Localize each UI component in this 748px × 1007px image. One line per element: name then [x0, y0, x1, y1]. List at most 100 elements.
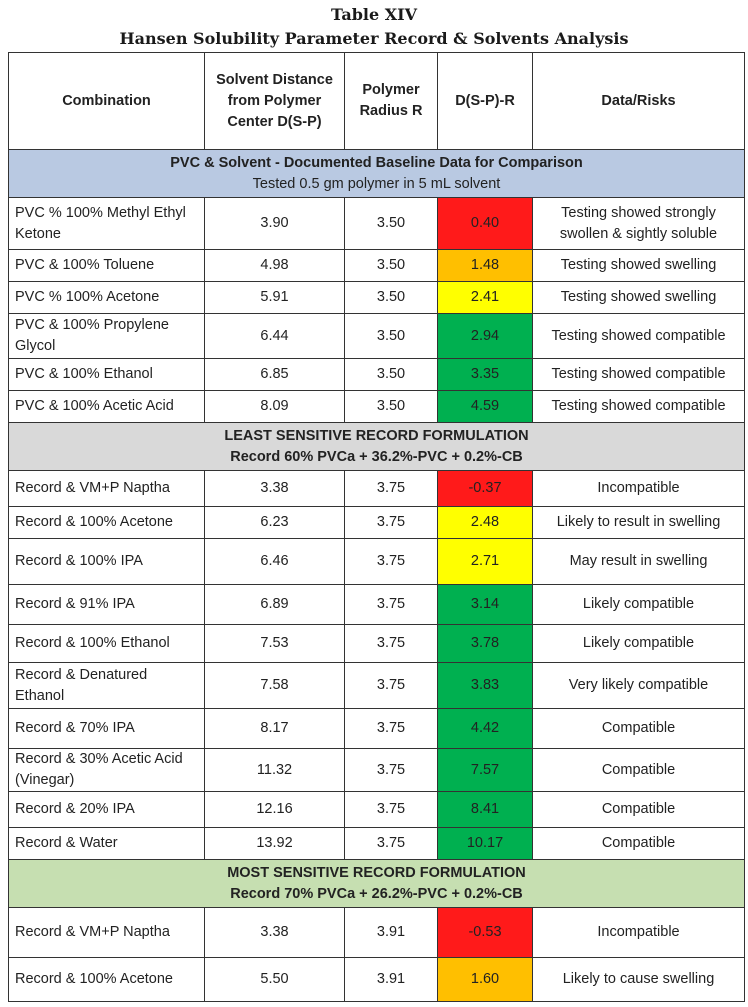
- cell-radius: 3.75: [344, 624, 438, 663]
- cell-risk: Testing showed compatible: [532, 390, 745, 423]
- table-row: Record & 100% IPA 6.46 3.75 2.71 May result …: [8, 538, 745, 585]
- table-row: Record & Denatured Ethanol 7.58 3.75 3.83 Ve…: [8, 662, 745, 709]
- cell-diff: 7.57: [437, 748, 533, 792]
- cell-distance: 12.16: [204, 791, 345, 828]
- table-row: PVC & 100% Propylene Glycol 6.44 3.50 2.94 T…: [8, 313, 745, 359]
- cell-diff: 4.42: [437, 708, 533, 749]
- cell-risk: Likely to result in swelling: [532, 506, 745, 539]
- section-title: PVC & Solvent - Documented Baseline Data…: [170, 154, 583, 171]
- section-header-least-sensitive: LEAST SENSITIVE RECORD FORMULATION Recor…: [8, 422, 745, 471]
- cell-distance: 7.53: [204, 624, 345, 663]
- cell-risk: Testing showed strongly swollen & sightl…: [532, 197, 745, 250]
- cell-combination: Record & 100% Acetone: [8, 957, 205, 1002]
- cell-radius: 3.50: [344, 390, 438, 423]
- header-radius: Polymer Radius R: [344, 52, 438, 150]
- cell-risk: Likely compatible: [532, 624, 745, 663]
- cell-distance: 5.50: [204, 957, 345, 1002]
- table-row: Record & VM+P Naptha 3.38 3.75 -0.37 Incompa…: [8, 470, 745, 507]
- cell-combination: PVC & 100% Acetic Acid: [8, 390, 205, 423]
- table-row: PVC & 100% Ethanol 6.85 3.50 3.35 Testing sh…: [8, 358, 745, 391]
- cell-combination: Record & 100% Acetone: [8, 506, 205, 539]
- cell-combination: PVC % 100% Acetone: [8, 281, 205, 314]
- cell-diff: 2.41: [437, 281, 533, 314]
- table-row: Record & 30% Acetic Acid (Vinegar) 11.32 3…: [8, 748, 745, 792]
- section-note: Tested 0.5 gm polymer in 5 mL solvent: [252, 175, 501, 192]
- cell-risk: Testing showed swelling: [532, 249, 745, 282]
- cell-risk: Very likely compatible: [532, 662, 745, 709]
- table-row: Record & 20% IPA 12.16 3.75 8.41 Compatible: [8, 791, 745, 828]
- cell-diff: 10.17: [437, 827, 533, 860]
- cell-diff: 8.41: [437, 791, 533, 828]
- cell-diff: 0.40: [437, 197, 533, 250]
- cell-risk: Compatible: [532, 708, 745, 749]
- cell-combination: Record & 91% IPA: [8, 584, 205, 625]
- cell-diff: -0.37: [437, 470, 533, 507]
- cell-risk: May result in swelling: [532, 538, 745, 585]
- cell-radius: 3.75: [344, 506, 438, 539]
- cell-risk: Incompatible: [532, 907, 745, 958]
- cell-distance: 3.90: [204, 197, 345, 250]
- cell-distance: 3.38: [204, 470, 345, 507]
- cell-radius: 3.75: [344, 708, 438, 749]
- cell-radius: 3.50: [344, 313, 438, 359]
- section-note: Record 60% PVCa + 36.2%-PVC + 0.2%-CB: [230, 448, 523, 465]
- cell-diff: 1.48: [437, 249, 533, 282]
- section-rows-most-sensitive: Record & VM+P Naptha 3.38 3.91 -0.53 Incompa…: [8, 907, 745, 1002]
- table-row: Record & 91% IPA 6.89 3.75 3.14 Likely compa…: [8, 584, 745, 625]
- table-row: PVC & 100% Acetic Acid 8.09 3.50 4.59 Testin…: [8, 390, 745, 423]
- cell-distance: 4.98: [204, 249, 345, 282]
- table-row: PVC & 100% Toluene 4.98 3.50 1.48 Testing sh…: [8, 249, 745, 282]
- cell-distance: 11.32: [204, 748, 345, 792]
- cell-radius: 3.50: [344, 358, 438, 391]
- cell-combination: Record & 20% IPA: [8, 791, 205, 828]
- table-row: Record & 100% Acetone 6.23 3.75 2.48 Likely …: [8, 506, 745, 539]
- table-title: Table XIV: [330, 5, 418, 24]
- cell-diff: 2.71: [437, 538, 533, 585]
- cell-diff: 3.83: [437, 662, 533, 709]
- header-risks: Data/Risks: [532, 52, 745, 150]
- cell-radius: 3.75: [344, 584, 438, 625]
- cell-combination: PVC & 100% Propylene Glycol: [8, 313, 205, 359]
- section-title: MOST SENSITIVE RECORD FORMULATION: [227, 864, 526, 881]
- section-rows-least-sensitive: Record & VM+P Naptha 3.38 3.75 -0.37 Incompa…: [8, 470, 745, 860]
- cell-radius: 3.91: [344, 957, 438, 1002]
- section-header-most-sensitive: MOST SENSITIVE RECORD FORMULATION Record…: [8, 859, 745, 908]
- cell-combination: Record & 100% Ethanol: [8, 624, 205, 663]
- cell-combination: Record & 100% IPA: [8, 538, 205, 585]
- cell-risk: Incompatible: [532, 470, 745, 507]
- cell-diff: 1.60: [437, 957, 533, 1002]
- header-diff: D(S-P)-R: [437, 52, 533, 150]
- cell-combination: PVC % 100% Methyl Ethyl Ketone: [8, 197, 205, 250]
- cell-risk: Compatible: [532, 748, 745, 792]
- cell-distance: 8.09: [204, 390, 345, 423]
- cell-risk: Testing showed swelling: [532, 281, 745, 314]
- table-row: Record & Water 13.92 3.75 10.17 Compatible: [8, 827, 745, 860]
- cell-distance: 8.17: [204, 708, 345, 749]
- cell-risk: Testing showed compatible: [532, 313, 745, 359]
- cell-combination: PVC & 100% Toluene: [8, 249, 205, 282]
- cell-distance: 6.85: [204, 358, 345, 391]
- cell-radius: 3.75: [344, 827, 438, 860]
- table-row: Record & 100% Acetone 5.50 3.91 1.60 Likely …: [8, 957, 745, 1002]
- cell-radius: 3.91: [344, 907, 438, 958]
- cell-radius: 3.50: [344, 249, 438, 282]
- table-row: Record & VM+P Naptha 3.38 3.91 -0.53 Incompa…: [8, 907, 745, 958]
- cell-combination: Record & 30% Acetic Acid (Vinegar): [8, 748, 205, 792]
- cell-risk: Likely compatible: [532, 584, 745, 625]
- cell-distance: 5.91: [204, 281, 345, 314]
- section-header-baseline: PVC & Solvent - Documented Baseline Data…: [8, 149, 745, 198]
- cell-distance: 7.58: [204, 662, 345, 709]
- table-row: Record & 70% IPA 8.17 3.75 4.42 Compatible: [8, 708, 745, 749]
- cell-diff: 4.59: [437, 390, 533, 423]
- cell-diff: 3.14: [437, 584, 533, 625]
- cell-distance: 13.92: [204, 827, 345, 860]
- cell-combination: Record & 70% IPA: [8, 708, 205, 749]
- cell-diff: 3.78: [437, 624, 533, 663]
- cell-distance: 3.38: [204, 907, 345, 958]
- cell-distance: 6.46: [204, 538, 345, 585]
- table-row: PVC % 100% Methyl Ethyl Ketone 3.90 3.50 0.…: [8, 197, 745, 250]
- cell-distance: 6.44: [204, 313, 345, 359]
- cell-radius: 3.75: [344, 748, 438, 792]
- table-row: Record & 100% Ethanol 7.53 3.75 3.78 Likely …: [8, 624, 745, 663]
- header-combination: Combination: [8, 52, 205, 150]
